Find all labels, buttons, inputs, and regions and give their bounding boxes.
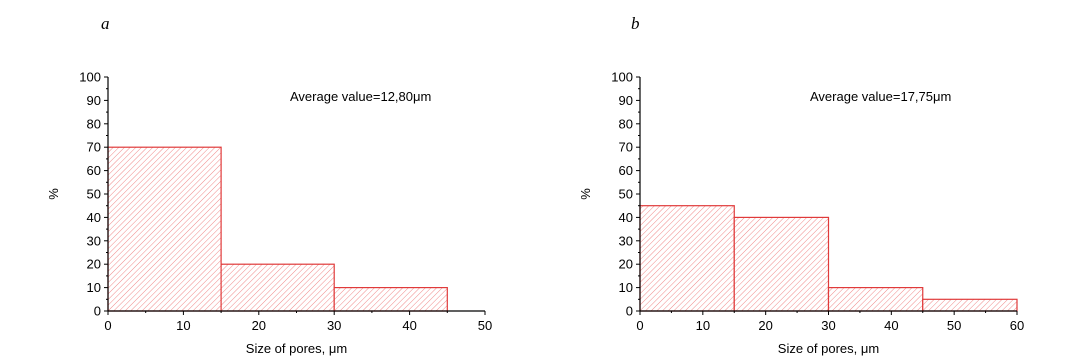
- x-tick-label: 60: [1010, 318, 1024, 333]
- y-tick-label: 10: [87, 280, 101, 295]
- panel-a-label: a: [101, 14, 110, 33]
- x-tick-label: 30: [821, 318, 835, 333]
- x-tick-label: 40: [884, 318, 898, 333]
- x-tick-label: 0: [104, 318, 111, 333]
- average-value-annotation: Average value=17,75μm: [810, 89, 951, 104]
- y-tick-label: 90: [87, 93, 101, 108]
- y-tick-label: 100: [611, 70, 633, 85]
- x-tick-label: 30: [327, 318, 341, 333]
- histogram-bar: [333, 287, 448, 312]
- y-tick-label: 20: [619, 257, 633, 272]
- histogram-bar: [220, 263, 335, 312]
- y-tick-label: 50: [87, 187, 101, 202]
- histogram-bar: [107, 146, 222, 312]
- y-tick-label: 90: [619, 93, 633, 108]
- average-value-annotation: Average value=12,80μm: [290, 89, 431, 104]
- histogram-bar: [922, 298, 1018, 312]
- chart-panel-a: 0 10 20 30 40 50 60 70 80 90 100 0 10 20 30 40 50 Size of…: [46, 70, 492, 357]
- chart-panel-b: 0 10 20 30 40 50 60 70 80 90 100 0 10 20 30 40 50 60 Size …: [578, 70, 1024, 357]
- y-tick-label: 30: [619, 233, 633, 248]
- x-tick-label: 10: [176, 318, 190, 333]
- histogram-bar: [639, 205, 735, 312]
- x-tick-label: 0: [636, 318, 643, 333]
- y-tick-label: 40: [619, 210, 633, 225]
- y-tick-label: 0: [626, 304, 633, 319]
- y-tick-label: 0: [94, 304, 101, 319]
- y-axis-title: %: [578, 188, 593, 200]
- x-tick-label: 50: [947, 318, 961, 333]
- histogram-bar: [827, 287, 924, 312]
- y-tick-label: 10: [619, 280, 633, 295]
- x-tick-label: 20: [252, 318, 266, 333]
- y-tick-label: 50: [619, 187, 633, 202]
- y-tick-label: 20: [87, 257, 101, 272]
- x-axis-title: Size of pores, μm: [246, 341, 347, 356]
- y-tick-label: 70: [619, 140, 633, 155]
- panel-b-label: b: [631, 14, 640, 33]
- histogram-bar: [733, 216, 830, 312]
- y-tick-label: 60: [619, 163, 633, 178]
- x-axis-title: Size of pores, μm: [778, 341, 879, 356]
- y-tick-label: 30: [87, 233, 101, 248]
- y-axis-title: %: [46, 188, 61, 200]
- x-tick-label: 40: [402, 318, 416, 333]
- y-tick-label: 60: [87, 163, 101, 178]
- x-tick-label: 20: [758, 318, 772, 333]
- y-tick-label: 100: [79, 70, 101, 85]
- x-tick-label: 10: [696, 318, 710, 333]
- y-tick-label: 80: [619, 116, 633, 131]
- y-tick-label: 70: [87, 140, 101, 155]
- y-tick-label: 80: [87, 116, 101, 131]
- x-tick-label: 50: [478, 318, 492, 333]
- y-tick-label: 40: [87, 210, 101, 225]
